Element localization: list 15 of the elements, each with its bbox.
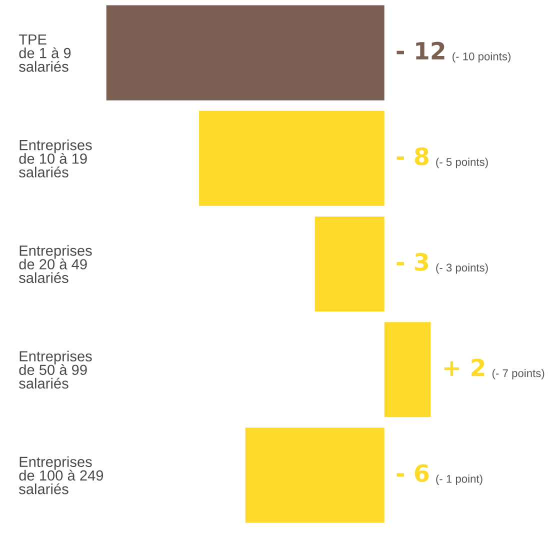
y-tick-label: Entreprises de 10 à 19 salariés: [19, 140, 92, 178]
text: (- 1 point): [436, 474, 482, 485]
y-tick-label: Entreprises de 20 à 49 salariés: [19, 245, 92, 284]
data-label: + 2: [444, 358, 484, 376]
text: (- 10 points): [452, 52, 510, 63]
data-label: - 3: [396, 252, 428, 271]
y-tick-label: Entreprises de 50 à 99 salariés: [19, 350, 92, 389]
text: (- 5 points): [436, 158, 488, 168]
text: (- 3 points): [436, 263, 488, 274]
y-tick-label: TPE de 1 à 9 salariés: [18, 34, 71, 72]
data-label: - 8: [396, 147, 428, 166]
data-label: - 6: [396, 464, 429, 482]
y-tick-label: Entreprises de 100 à 249 salariés: [19, 456, 104, 494]
data-label: - 12: [396, 42, 444, 60]
text: (- 7 points): [492, 368, 544, 380]
